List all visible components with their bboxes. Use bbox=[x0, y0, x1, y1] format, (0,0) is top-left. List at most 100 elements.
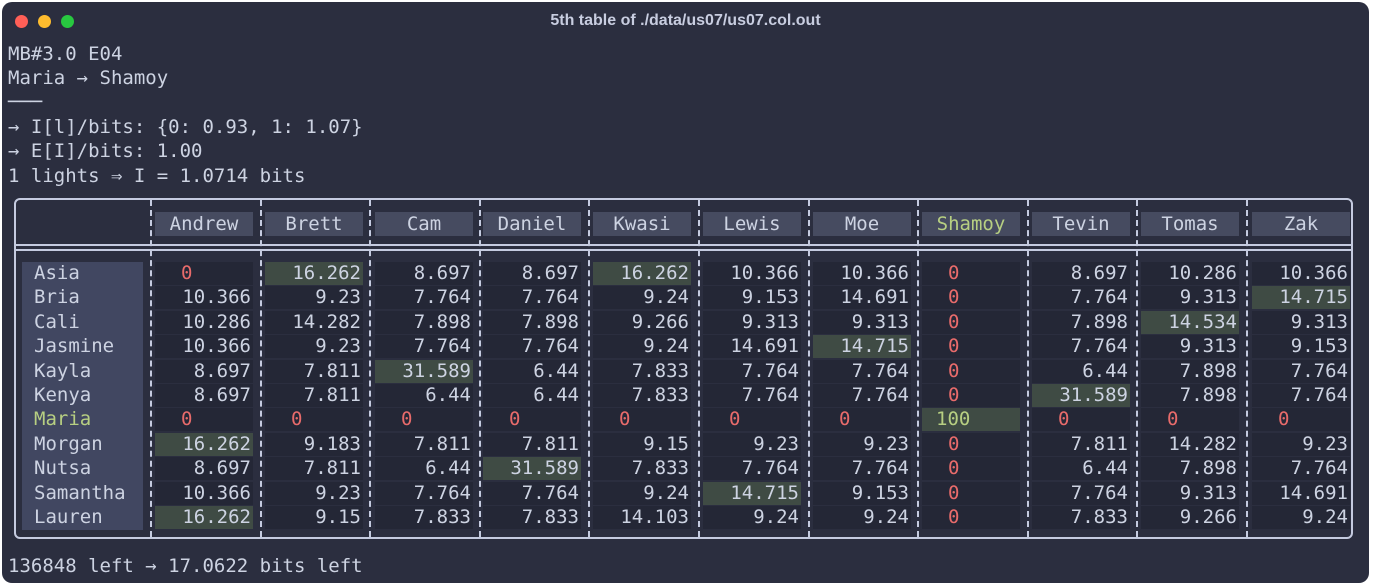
row-label: Nutsa bbox=[34, 457, 92, 479]
table-cell: 14.691 bbox=[813, 286, 911, 309]
table-cell: 10.286 bbox=[155, 311, 253, 334]
table-cell: 100 bbox=[922, 408, 1020, 431]
table-cell: 10.366 bbox=[1252, 262, 1350, 285]
table-cell: 31.589 bbox=[483, 457, 581, 480]
table-cell: 6.44 bbox=[1032, 360, 1130, 383]
maximize-button[interactable] bbox=[61, 15, 74, 28]
table-cell: 6.44 bbox=[375, 384, 473, 407]
table-cell: 0 bbox=[813, 408, 911, 431]
row-names-panel bbox=[22, 262, 143, 530]
table-cell: 7.833 bbox=[1032, 506, 1130, 529]
table-cell: 7.764 bbox=[1032, 286, 1130, 309]
table-cell: 9.24 bbox=[593, 335, 691, 358]
table-cell: 9.313 bbox=[703, 311, 801, 334]
table-cell: 31.589 bbox=[375, 360, 473, 383]
table-cell: 6.44 bbox=[1032, 457, 1130, 480]
column-divider bbox=[1136, 200, 1138, 537]
table-cell: 10.366 bbox=[813, 262, 911, 285]
table-cell: 14.282 bbox=[1141, 433, 1239, 456]
table-cell: 0 bbox=[922, 262, 1020, 285]
table-cell: 31.589 bbox=[1032, 384, 1130, 407]
table-cell: 16.262 bbox=[593, 262, 691, 285]
table-cell: 9.23 bbox=[813, 433, 911, 456]
table-cell: 10.366 bbox=[155, 335, 253, 358]
table-cell: 7.764 bbox=[483, 286, 581, 309]
table-cell: 7.764 bbox=[1252, 360, 1350, 383]
close-button[interactable] bbox=[15, 15, 28, 28]
table-cell: 7.898 bbox=[1141, 457, 1239, 480]
minimize-button[interactable] bbox=[38, 15, 51, 28]
column-divider bbox=[1246, 200, 1248, 537]
table-cell: 10.366 bbox=[155, 482, 253, 505]
table-cell: 14.691 bbox=[1252, 482, 1350, 505]
table-cell: 7.833 bbox=[593, 457, 691, 480]
column-divider bbox=[150, 200, 152, 537]
table-cell: 7.764 bbox=[703, 384, 801, 407]
table-cell: 0 bbox=[922, 335, 1020, 358]
table-cell: 7.764 bbox=[703, 360, 801, 383]
table-cell: 0 bbox=[483, 408, 581, 431]
table-cell: 9.23 bbox=[265, 482, 363, 505]
table-cell: 9.266 bbox=[593, 311, 691, 334]
header-divider bbox=[16, 244, 1353, 246]
table-cell: 7.764 bbox=[813, 457, 911, 480]
column-header: Lewis bbox=[703, 212, 801, 236]
table-cell: 7.764 bbox=[813, 384, 911, 407]
column-header: Shamoy bbox=[922, 212, 1020, 236]
table-cell: 9.23 bbox=[265, 286, 363, 309]
column-header: Tomas bbox=[1141, 212, 1239, 236]
column-divider bbox=[260, 200, 262, 537]
table-cell: 7.811 bbox=[265, 457, 363, 480]
table-cell: 0 bbox=[922, 384, 1020, 407]
table-cell: 7.811 bbox=[1032, 433, 1130, 456]
table-cell: 7.833 bbox=[593, 360, 691, 383]
table-cell: 9.153 bbox=[813, 482, 911, 505]
header-line-model: MB#3.0 E04 bbox=[8, 43, 123, 65]
table-cell: 9.153 bbox=[1252, 335, 1350, 358]
table-cell: 14.282 bbox=[265, 311, 363, 334]
table-cell: 7.764 bbox=[375, 335, 473, 358]
table-cell: 0 bbox=[1252, 408, 1350, 431]
table-cell: 7.764 bbox=[813, 360, 911, 383]
table-cell: 14.715 bbox=[703, 482, 801, 505]
table-cell: 14.534 bbox=[1141, 311, 1239, 334]
table-cell: 7.764 bbox=[375, 286, 473, 309]
table-cell: 0 bbox=[922, 360, 1020, 383]
row-label: Kayla bbox=[34, 360, 92, 382]
table-cell: 0 bbox=[922, 311, 1020, 334]
header-line-expected: → E[I]/bits: 1.00 bbox=[8, 140, 203, 162]
column-divider bbox=[698, 200, 700, 537]
column-header: Cam bbox=[375, 212, 473, 236]
column-header: Tevin bbox=[1032, 212, 1130, 236]
column-divider bbox=[479, 200, 481, 537]
table-cell: 9.313 bbox=[1141, 286, 1239, 309]
row-label: Lauren bbox=[34, 506, 103, 528]
table-cell: 8.697 bbox=[483, 262, 581, 285]
table-cell: 8.697 bbox=[155, 360, 253, 383]
table-cell: 9.23 bbox=[703, 433, 801, 456]
table-cell: 9.23 bbox=[265, 335, 363, 358]
table-cell: 7.764 bbox=[483, 482, 581, 505]
row-label: Jasmine bbox=[34, 335, 115, 357]
table-cell: 9.23 bbox=[1252, 433, 1350, 456]
column-divider bbox=[1027, 200, 1029, 537]
table-cell: 6.44 bbox=[375, 457, 473, 480]
table-cell: 7.898 bbox=[375, 311, 473, 334]
table-cell: 0 bbox=[155, 262, 253, 285]
table-cell: 16.262 bbox=[155, 506, 253, 529]
table-cell: 14.103 bbox=[593, 506, 691, 529]
column-header: Daniel bbox=[483, 212, 581, 236]
column-header: Brett bbox=[265, 212, 363, 236]
header-line-info: → I[l]/bits: {0: 0.93, 1: 1.07} bbox=[8, 116, 363, 138]
table-cell: 7.811 bbox=[265, 384, 363, 407]
table-cell: 10.366 bbox=[703, 262, 801, 285]
table-cell: 7.833 bbox=[375, 506, 473, 529]
table-cell: 9.313 bbox=[1141, 335, 1239, 358]
table-cell: 7.764 bbox=[703, 457, 801, 480]
table-cell: 9.15 bbox=[265, 506, 363, 529]
table-cell: 16.262 bbox=[155, 433, 253, 456]
table-cell: 7.764 bbox=[1032, 335, 1130, 358]
table-cell: 9.24 bbox=[1252, 506, 1350, 529]
header-divider bbox=[16, 249, 1353, 251]
table-cell: 0 bbox=[1141, 408, 1239, 431]
